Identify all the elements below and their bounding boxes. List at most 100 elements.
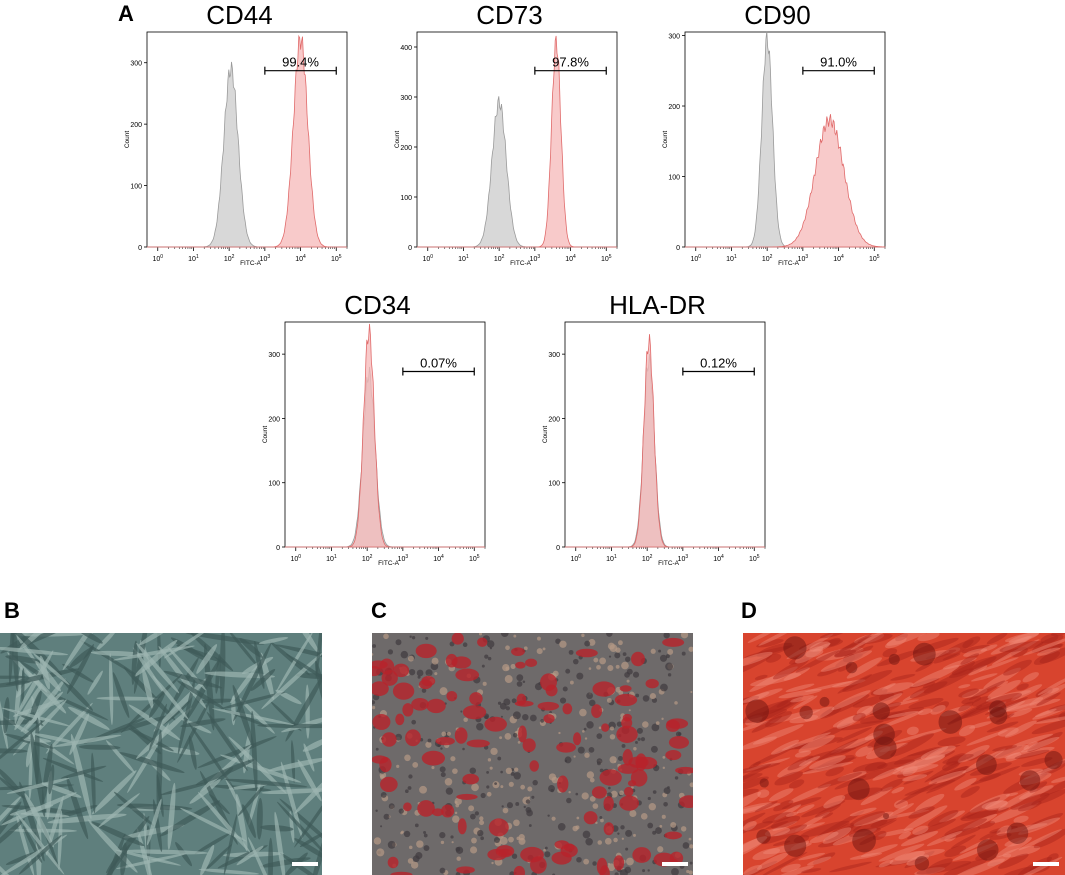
texture-dot (427, 738, 432, 743)
mineral-texture (962, 636, 981, 649)
cell (220, 691, 286, 710)
mineral-texture (872, 830, 887, 841)
mineral-texture (914, 867, 946, 875)
mineral-texture (821, 694, 870, 717)
cell (60, 765, 107, 779)
cell (152, 675, 189, 720)
y-tick-label: 300 (268, 352, 280, 359)
x-tick-label: 101 (726, 254, 737, 263)
mineral-texture (970, 766, 1020, 786)
texture-dot (525, 799, 531, 804)
mineral-texture (816, 755, 855, 772)
mineral-texture (781, 732, 831, 751)
texture-dot (610, 790, 618, 798)
texture-dot (471, 783, 479, 792)
x-axis-label: FITC-A (658, 560, 680, 567)
texture-dot (588, 747, 595, 753)
calcium-nodule (872, 702, 890, 720)
mineral-texture (864, 819, 897, 835)
mineral-texture (812, 643, 831, 652)
mineral-texture (870, 815, 898, 828)
mineral-texture (923, 668, 974, 694)
texture-dot (665, 662, 674, 671)
cell (131, 640, 138, 686)
texture-dot (462, 747, 465, 751)
texture-dot (640, 737, 646, 742)
texture-dot (621, 837, 625, 840)
texture-dot (609, 726, 614, 731)
texture-dot (650, 745, 658, 753)
cell (0, 689, 9, 752)
mineral-texture (860, 786, 893, 806)
mineral-texture (747, 691, 770, 702)
texture-dot (690, 690, 693, 694)
mineral-texture (948, 656, 997, 679)
texture-dot (681, 651, 686, 656)
mineral-texture (920, 745, 956, 760)
mineral-texture (966, 806, 1010, 819)
x-tick-label: 103 (530, 254, 541, 263)
texture-dot (651, 723, 660, 732)
cell (62, 633, 107, 671)
texture-dot (589, 777, 595, 783)
mineral-texture (743, 764, 772, 787)
mineral-texture (896, 755, 946, 771)
mineral-texture (894, 799, 909, 809)
texture-dot (425, 741, 432, 748)
x-tick-label: 104 (565, 254, 576, 263)
mineral-texture (817, 772, 863, 789)
texture-dot (373, 837, 382, 845)
texture-dot (565, 668, 571, 674)
texture-dot (633, 833, 636, 837)
gate-label: 0.07% (420, 356, 457, 371)
mineral-texture (924, 746, 949, 761)
texture-dot (469, 846, 478, 854)
texture-dot (511, 853, 518, 859)
x-tick-label: 101 (458, 254, 469, 263)
texture-dot (531, 795, 535, 799)
mineral-texture (1051, 776, 1065, 783)
mineral-texture (743, 791, 762, 814)
texture-dot (508, 781, 514, 787)
mineral-texture (1029, 683, 1065, 706)
mineral-texture (991, 639, 1040, 665)
y-tick-label: 0 (276, 545, 280, 552)
texture-dot (659, 824, 663, 828)
x-tick-label: 105 (469, 554, 480, 563)
cell (41, 743, 53, 804)
mineral-texture (962, 813, 998, 832)
y-tick-label: 300 (548, 352, 560, 359)
y-tick-label: 300 (400, 95, 412, 102)
cell (242, 804, 256, 839)
texture-dot (659, 654, 668, 662)
texture-dot (581, 633, 585, 638)
mineral-texture (940, 827, 981, 840)
cell (257, 723, 322, 729)
mineral-texture (1002, 845, 1041, 858)
cell (0, 846, 25, 875)
texture-dot (512, 732, 518, 738)
panel-label-b: B (4, 598, 20, 623)
x-tick-label: 105 (869, 254, 880, 263)
mineral-texture (743, 688, 783, 703)
mineral-texture (1031, 788, 1065, 806)
cell (0, 776, 26, 799)
mineral-texture (987, 853, 1012, 867)
cell (70, 633, 103, 644)
texture-dot (661, 717, 664, 721)
mineral-texture (768, 788, 794, 802)
texture-dot (491, 861, 494, 865)
y-tick-label: 100 (268, 481, 280, 488)
mineral-texture (943, 858, 988, 875)
texture-dot (680, 826, 687, 832)
mineral-texture (895, 633, 908, 642)
lipid-droplet (583, 811, 598, 825)
y-axis-label: Count (662, 131, 669, 149)
lipid-droplet (372, 755, 389, 764)
texture-dot (543, 848, 546, 852)
texture-dot (592, 803, 599, 809)
mineral-texture (895, 781, 938, 805)
mineral-texture (912, 825, 929, 835)
texture-dot (637, 737, 641, 741)
texture-dot (596, 664, 601, 670)
